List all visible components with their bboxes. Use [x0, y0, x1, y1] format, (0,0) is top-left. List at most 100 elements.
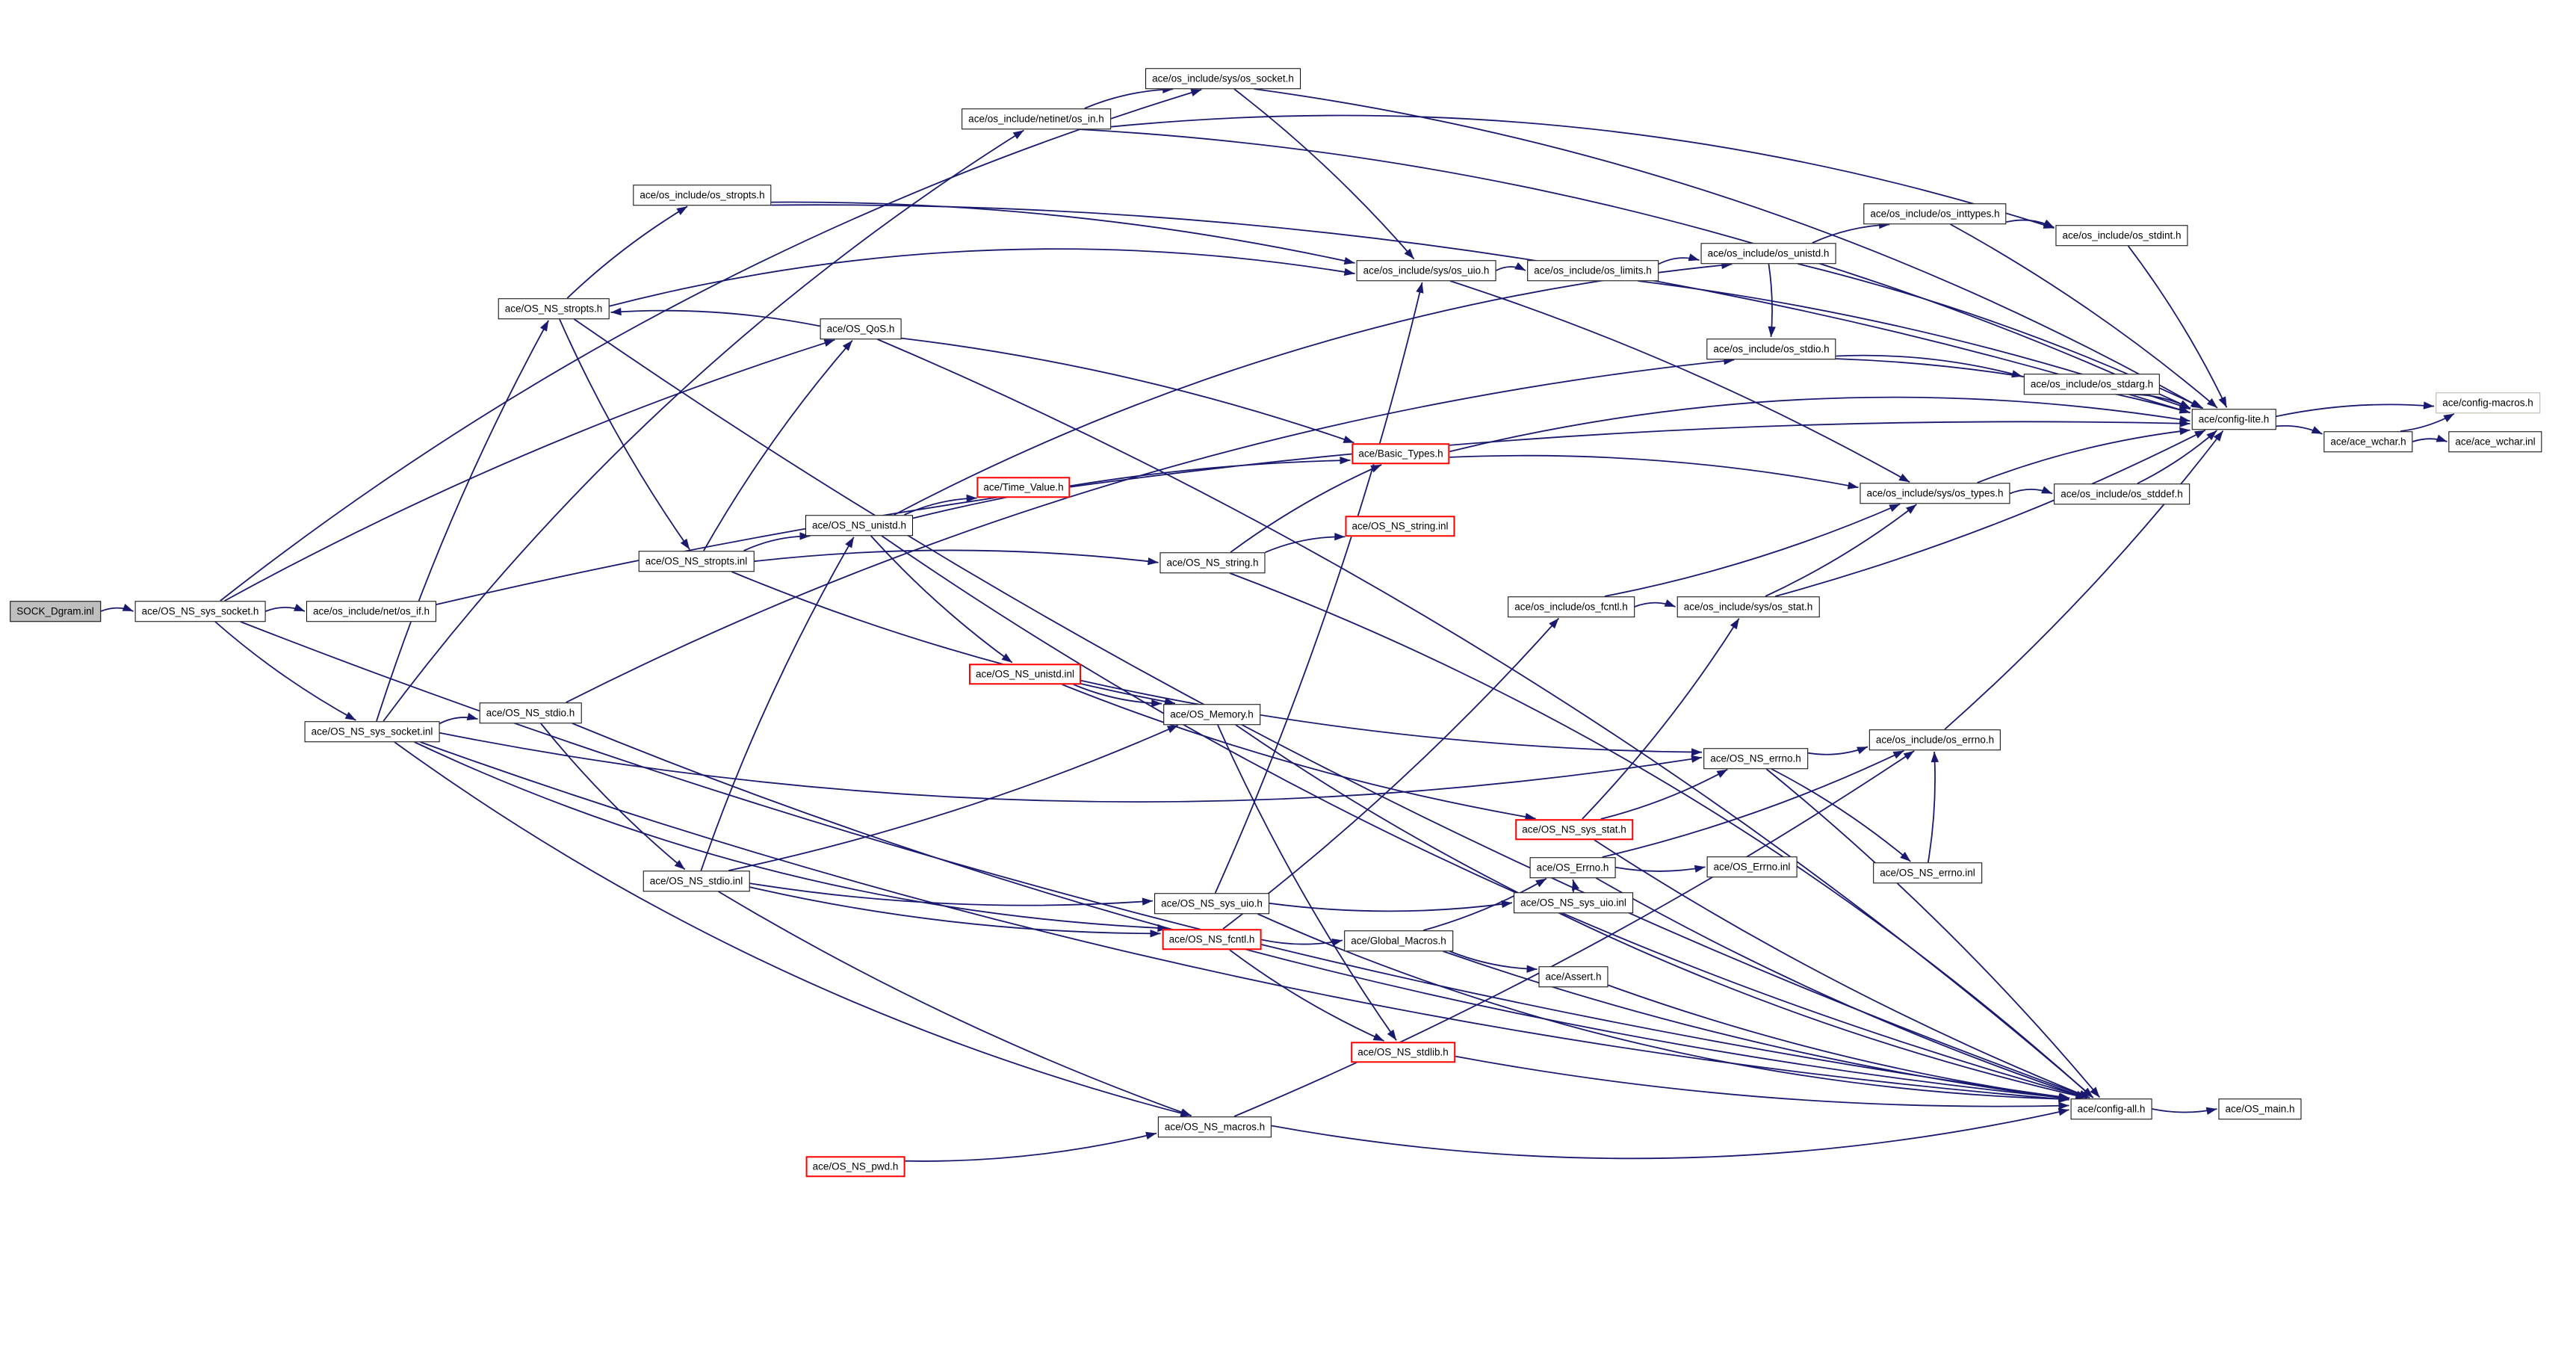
edge-ace-os-include-netinet-os-in-h--ace-config-lite-h: [1077, 129, 2191, 409]
node-ace-os-ns-stdlib-h[interactable]: ace/OS_NS_stdlib.h: [1351, 1042, 1455, 1063]
arrowhead: [1900, 851, 1911, 862]
node-ace-os-errno-h[interactable]: ace/OS_Errno.h: [1529, 857, 1616, 878]
node-ace-os-include-os-stdio-h[interactable]: ace/os_include/os_stdio.h: [1706, 338, 1836, 359]
edge-ace-os-ns-sys-socket-inl--ace-os-ns-macros-h: [394, 741, 1192, 1117]
edge-ace-os-ns-sys-stat-h--ace-os-ns-errno-h: [1600, 768, 1728, 820]
arrowhead: [966, 494, 977, 502]
arrowhead: [674, 859, 685, 870]
node-ace-ace-wchar-inl[interactable]: ace/ace_wchar.inl: [2448, 431, 2542, 452]
edge-ace-os-ns-string-h--ace-basic-types-h: [1230, 464, 1382, 553]
arrowhead: [2194, 430, 2205, 439]
edge-ace-os-ns-sys-socket-inl--ace-os-ns-stropts-h: [376, 320, 549, 722]
node-ace-os-ns-stdio-h[interactable]: ace/OS_NS_stdio.h: [479, 702, 582, 723]
arrowhead: [823, 339, 835, 347]
node-ace-os-errno-inl[interactable]: ace/OS_Errno.inl: [1706, 856, 1798, 877]
arrowhead: [1903, 750, 1915, 760]
node-ace-global-macros-h[interactable]: ace/Global_Macros.h: [1344, 930, 1453, 951]
edge-ace-os-ns-errno-h--ace-os-ns-errno-inl: [1771, 768, 1911, 862]
edge-ace-os-include-sys-os-socket-h--ace-config-lite-h: [1254, 88, 2202, 409]
node-ace-os-ns-stropts-h[interactable]: ace/OS_NS_stropts.h: [498, 298, 610, 319]
edge-ace-os-ns-stdio-inl--ace-os-ns-unistd-h: [700, 537, 855, 871]
node-ace-os-include-os-errno-h[interactable]: ace/os_include/os_errno.h: [1868, 729, 2001, 750]
node-ace-os-ns-sys-stat-h[interactable]: ace/OS_NS_sys_stat.h: [1515, 819, 1633, 840]
node-ace-os-ns-stdio-inl[interactable]: ace/OS_NS_stdio.inl: [643, 871, 750, 891]
arrowhead: [842, 340, 852, 351]
arrowhead: [2179, 400, 2190, 409]
edge-ace-os-ns-stropts-h--ace-os-include-os-stropts-h: [566, 205, 688, 299]
node-ace-time-value-h[interactable]: ace/Time_Value.h: [976, 477, 1071, 498]
node-ace-os-include-os-stropts-h[interactable]: ace/os_include/os_stropts.h: [633, 185, 772, 205]
node-ace-os-include-os-stddef-h[interactable]: ace/os_include/os_stddef.h: [2054, 483, 2190, 504]
arrowhead: [294, 604, 305, 611]
edge-ace-os-qos-h--ace-os-ns-stropts-h: [610, 309, 820, 327]
node-ace-os-ns-string-h[interactable]: ace/OS_NS_string.h: [1159, 552, 1266, 573]
node-ace-basic-types-h[interactable]: ace/Basic_Types.h: [1352, 443, 1450, 464]
node-ace-os-main-h[interactable]: ace/OS_main.h: [2218, 1098, 2302, 1119]
edge-ace-os-include-os-inttypes-h--ace-config-lite-h: [1949, 223, 2218, 409]
arrowhead: [2179, 427, 2190, 436]
edge-ace-os-ns-stdio-h--ace-config-all-h: [572, 723, 2069, 1099]
node-ace-os-ns-fcntl-h[interactable]: ace/OS_NS_fcntl.h: [1162, 929, 1262, 950]
arrowhead: [2213, 430, 2223, 442]
arrowhead: [466, 712, 478, 720]
edge-ace-os-ns-unistd-inl--ace-os-ns-errno-h: [1080, 679, 1703, 753]
arrowhead: [2218, 396, 2227, 408]
node-ace-os-ns-sys-socket-inl[interactable]: ace/OS_NS_sys_socket.inl: [304, 721, 440, 742]
node-ace-os-include-netinet-os-in-h[interactable]: ace/os_include/netinet/os_in.h: [962, 108, 1111, 129]
node-ace-os-ns-string-inl[interactable]: ace/OS_NS_string.inl: [1345, 516, 1455, 537]
arrowhead: [2058, 1101, 2069, 1110]
node-ace-os-ns-pwd-h[interactable]: ace/OS_NS_pwd.h: [805, 1156, 905, 1177]
node-ace-os-include-sys-os-types-h[interactable]: ace/os_include/sys/os_types.h: [1860, 483, 2010, 504]
node-ace-os-include-os-fcntl-h[interactable]: ace/os_include/os_fcntl.h: [1508, 596, 1635, 617]
arrowhead: [1526, 965, 1538, 973]
node-ace-os-include-os-stdarg-h[interactable]: ace/os_include/os_stdarg.h: [2023, 374, 2161, 395]
arrowhead: [1166, 725, 1178, 733]
node-ace-os-ns-macros-h[interactable]: ace/OS_NS_macros.h: [1157, 1116, 1272, 1137]
node-ace-os-ns-sys-uio-h[interactable]: ace/OS_NS_sys_uio.h: [1154, 893, 1269, 914]
arrowhead: [1694, 865, 1706, 873]
edge-ace-os-ns-stropts-h--ace-os-ns-stropts-inl: [559, 318, 690, 550]
edge-ace-os-include-sys-os-uio-h--ace-os-include-sys-os-types-h: [1449, 280, 1910, 483]
edge-ace-os-ns-sys-socket-inl--ace-os-ns-fcntl-h: [414, 741, 1168, 930]
arrowhead: [1150, 930, 1161, 938]
arrowhead: [2043, 219, 2055, 228]
node-ace-config-lite-h[interactable]: ace/config-lite.h: [2191, 409, 2276, 430]
edge-ace-os-include-sys-os-stat-h--ace-config-lite-h: [1775, 429, 2206, 597]
node-ace-os-ns-unistd-h[interactable]: ace/OS_NS_unistd.h: [805, 515, 914, 536]
arrowhead: [680, 538, 690, 550]
node-ace-os-memory-h[interactable]: ace/OS_Memory.h: [1163, 704, 1260, 725]
node-ace-os-include-os-inttypes-h[interactable]: ace/os_include/os_inttypes.h: [1863, 203, 2007, 224]
node-ace-os-include-os-unistd-h[interactable]: ace/os_include/os_unistd.h: [1700, 243, 1836, 264]
node-ace-os-qos-h[interactable]: ace/OS_QoS.h: [820, 318, 902, 339]
node-ace-os-ns-unistd-inl[interactable]: ace/OS_NS_unistd.inl: [968, 664, 1082, 684]
arrowhead: [845, 537, 854, 548]
edge-ace-os-ns-macros-h--ace-config-all-h: [1271, 1109, 2069, 1160]
arrowhead: [1151, 699, 1162, 708]
edge-ace-assert-h--ace-config-all-h: [1608, 984, 2069, 1099]
node-ace-ace-wchar-h[interactable]: ace/ace_wchar.h: [2323, 431, 2413, 452]
node-ace-config-all-h[interactable]: ace/config-all.h: [2070, 1098, 2152, 1119]
node-ace-os-ns-errno-h[interactable]: ace/OS_NS_errno.h: [1703, 748, 1808, 769]
arrowhead: [2041, 486, 2052, 494]
node-ace-os-include-sys-os-uio-h[interactable]: ace/os_include/sys/os_uio.h: [1356, 260, 1496, 281]
arrowhead: [1730, 618, 1739, 630]
arrowhead: [1340, 457, 1351, 465]
node-ace-os-include-os-stdint-h[interactable]: ace/os_include/os_stdint.h: [2055, 225, 2188, 246]
node-ace-os-include-sys-os-stat-h[interactable]: ace/os_include/sys/os_stat.h: [1676, 596, 1820, 617]
node-ace-os-ns-sys-socket-h[interactable]: ace/OS_NS_sys_socket.h: [134, 601, 266, 622]
node-ace-os-ns-errno-inl[interactable]: ace/OS_NS_errno.inl: [1873, 862, 1982, 883]
edge-ace-global-macros-h--ace-assert-h: [1449, 950, 1538, 970]
node-ace-os-ns-sys-uio-inl[interactable]: ace/OS_NS_sys_uio.inl: [1514, 892, 1633, 913]
node-ace-os-include-os-limits-h[interactable]: ace/os_include/os_limits.h: [1527, 260, 1659, 281]
edge-ace-os-include-sys-os-socket-h--ace-os-include-sys-os-uio-h: [1233, 88, 1415, 260]
node-ace-os-ns-stropts-inl[interactable]: ace/OS_NS_stropts.inl: [638, 551, 755, 572]
node-ace-os-include-sys-os-socket-h[interactable]: ace/os_include/sys/os_socket.h: [1145, 68, 1301, 89]
edge-ace-os-ns-sys-socket-h--ace-os-include-sys-os-socket-h: [220, 89, 1202, 602]
node-ace-os-include-net-os-if-h[interactable]: ace/os_include/net/os_if.h: [306, 601, 437, 622]
edge-ace-os-ns-sys-socket-h--ace-os-ns-sys-socket-inl: [214, 621, 356, 721]
node-ace-config-macros-h[interactable]: ace/config-macros.h: [2436, 392, 2540, 413]
edge-ace-basic-types-h--ace-config-lite-h: [1449, 396, 2190, 453]
arrowhead: [1164, 697, 1175, 705]
node-ace-assert-h[interactable]: ace/Assert.h: [1538, 966, 1609, 987]
arrowhead: [610, 307, 622, 316]
